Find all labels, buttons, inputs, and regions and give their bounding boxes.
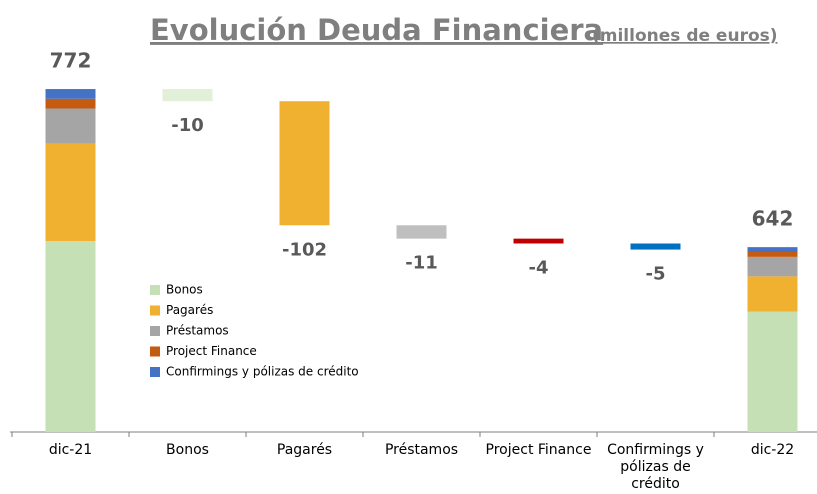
stack-segment [747,252,798,257]
chart-title: Evolución Deuda Financiera [150,13,603,47]
stack-segment [45,98,96,109]
legend-swatch [150,285,160,295]
total-label: 642 [752,207,794,231]
step-bar [279,101,330,226]
step-bar [630,243,681,250]
legend-swatch [150,326,160,336]
legend-label: Project Finance [166,344,257,358]
x-tick-label: Préstamos [384,442,459,458]
x-tick-label: dic-22 [750,442,795,458]
total-label: 772 [50,49,92,73]
chart-subtitle: (millones de euros) [592,26,778,46]
stack-segment [747,247,798,253]
x-tick-label: Project Finance [485,442,592,458]
stack-segment [45,241,96,432]
stack-segment [747,276,798,312]
stack-segment [45,143,96,242]
x-tick-label: Confirmings y pólizas de crédito [607,442,704,492]
legend-label: Bonos [166,283,203,297]
stack-segment [45,89,96,99]
step-label: -5 [646,264,666,285]
step-bar [396,225,447,239]
legend-swatch [150,346,160,357]
step-label: -4 [529,258,549,279]
legend-swatch [150,305,160,316]
legend-swatch [150,367,160,377]
legend-label: Préstamos [166,324,229,338]
x-tick-label: dic-21 [48,442,93,458]
step-label: -11 [405,253,438,274]
step-label: -102 [282,239,327,260]
stack-segment [45,108,96,144]
step-bar [513,238,564,244]
legend-label: Confirmings y pólizas de crédito [166,365,359,379]
x-tick-label: Bonos [166,442,209,458]
step-label: -10 [171,115,204,136]
legend-label: Pagarés [166,303,213,317]
stack-segment [747,311,798,432]
x-tick-label: Pagarés [276,442,333,458]
step-bar [162,89,213,102]
stack-segment [747,256,798,277]
